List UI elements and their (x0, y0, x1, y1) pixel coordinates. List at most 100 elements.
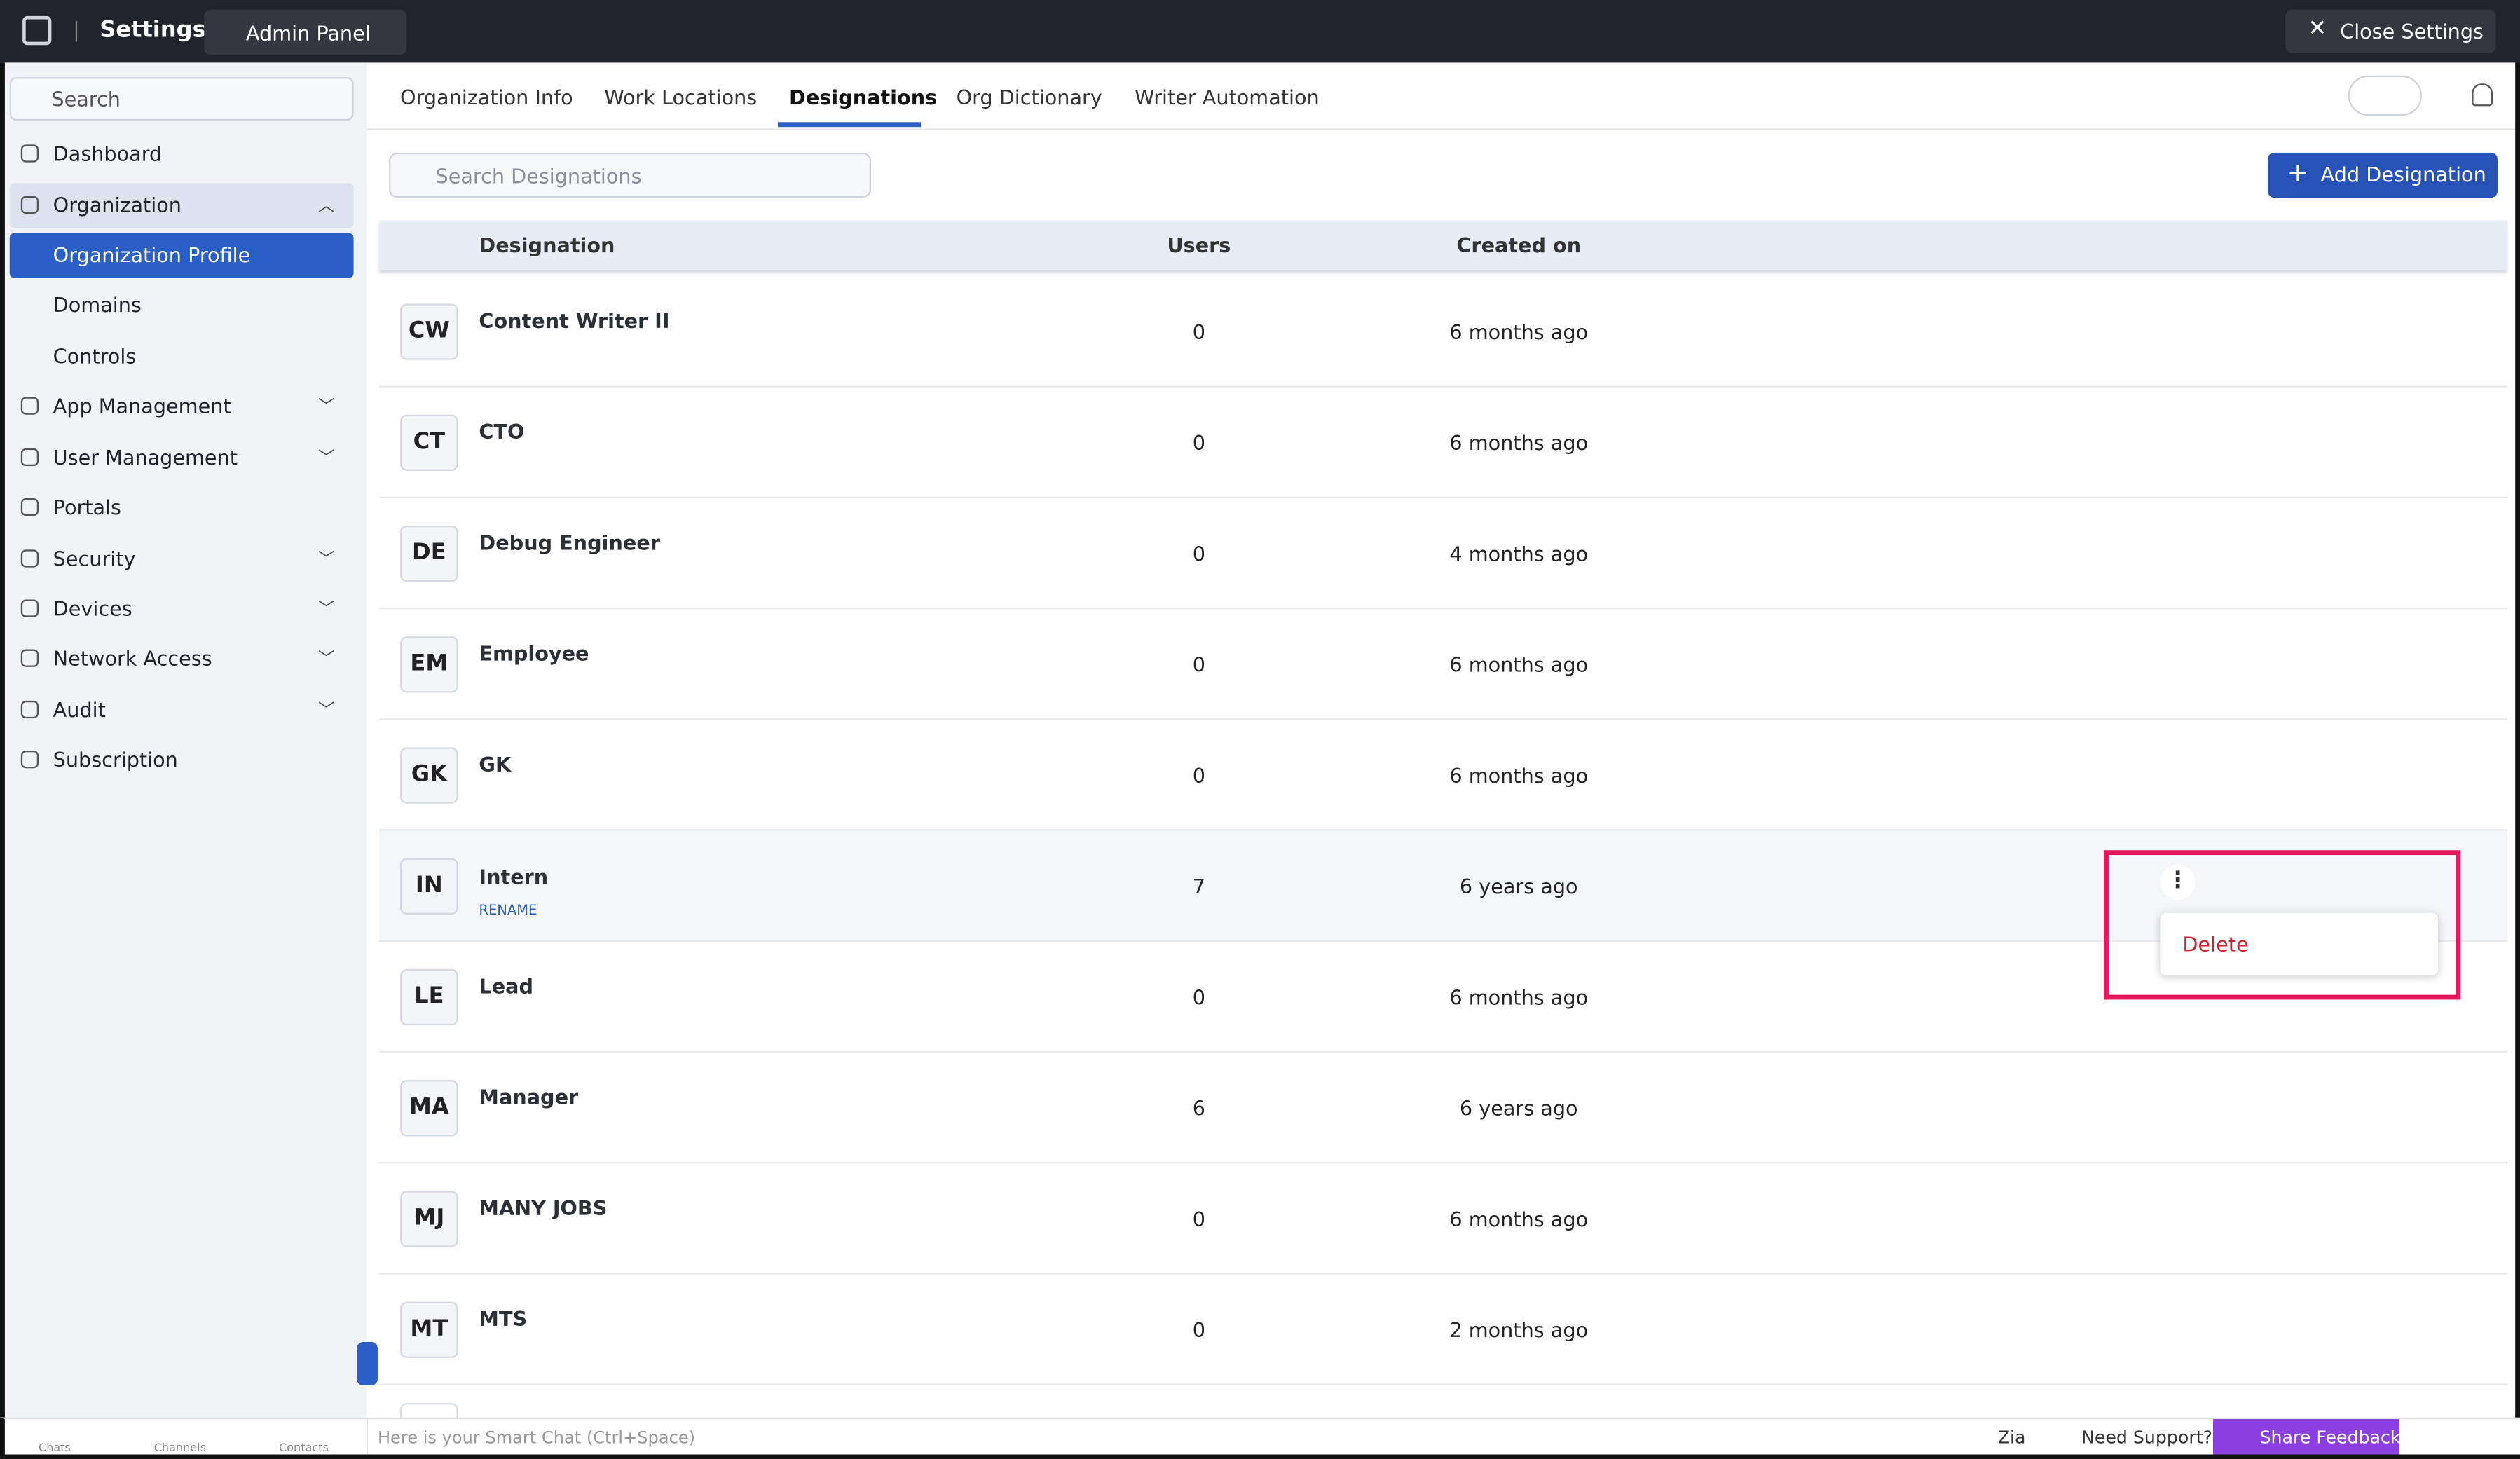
chevron: ﹀ (318, 398, 335, 416)
zia[interactable]: Zia (1997, 1427, 2026, 1448)
designation-name: Debug Engineer (479, 530, 660, 555)
footer-app[interactable]: Contacts (279, 1441, 329, 1455)
tab[interactable]: Org Dictionary (956, 85, 1102, 109)
user-count: 0 (1192, 541, 1205, 566)
footer (0, 1417, 2520, 1459)
created-on: 6 months ago (1449, 430, 1589, 455)
nav-icon (20, 549, 39, 568)
avatar: EM (400, 636, 458, 693)
table-row[interactable]: MA Manager 6 6 years ago (379, 1053, 2507, 1164)
app-title: Settings (100, 18, 206, 43)
top-bar (0, 0, 2520, 63)
nav-item[interactable]: Security (53, 546, 136, 571)
highlight-box (2104, 850, 2461, 1000)
feedback: Share Feedback (2259, 1427, 2401, 1448)
table-row[interactable]: DE Debug Engineer 0 4 months ago (379, 498, 2507, 610)
created-on: 2 months ago (1449, 1317, 1589, 1342)
context-menu: Delete (2160, 912, 2439, 976)
table-row[interactable]: CW Content Writer II 0 6 months ago (379, 276, 2507, 388)
nav-icon (20, 498, 39, 516)
nav-item[interactable]: Organization Profile (53, 242, 251, 267)
avatar: IN (400, 858, 458, 915)
created-on: 6 months ago (1449, 320, 1589, 344)
column-header: Created on (1456, 233, 1582, 257)
smart-chat (366, 1417, 1894, 1459)
add-designation-btn[interactable]: Add Designation + (2267, 152, 2498, 198)
nav-item[interactable]: Devices (53, 596, 132, 621)
nav-item[interactable]: Network Access (53, 645, 212, 671)
created-on: 6 years ago (1459, 1096, 1578, 1121)
nav-group-bg (9, 183, 354, 228)
column-header: Designation (479, 233, 615, 257)
workspace-switch[interactable]: Admin Panel (204, 9, 407, 55)
table-row[interactable]: MT MTS 0 2 months ago (379, 1275, 2507, 1385)
table-row[interactable]: EM Employee 0 6 months ago (379, 609, 2507, 720)
tab[interactable]: Organization Info (400, 85, 573, 109)
nav-item[interactable]: Audit (53, 697, 106, 722)
divider (75, 20, 78, 42)
created-on: 6 months ago (1449, 652, 1589, 677)
nav-item[interactable]: Subscription (53, 747, 178, 772)
delete-option[interactable]: Delete (2182, 932, 2249, 957)
nav-icon (20, 700, 39, 719)
created-on: 6 months ago (1449, 1207, 1589, 1231)
screen-bottom-border (0, 1454, 2520, 1459)
nav-icon (20, 196, 39, 214)
status-toggle[interactable] (2348, 75, 2423, 116)
avatar: LE (400, 968, 458, 1026)
smart-chat-text[interactable]: Here is your Smart Chat (Ctrl+Space) (377, 1428, 696, 1448)
table-row[interactable]: MJ MANY JOBS 0 6 months ago (379, 1163, 2507, 1275)
support[interactable]: Need Support? (2081, 1427, 2213, 1448)
sidebar (0, 62, 367, 1418)
nav-item[interactable]: Dashboard (53, 141, 163, 166)
nav-item[interactable]: App Management (53, 393, 231, 418)
tab[interactable]: Designations (789, 85, 938, 109)
chevron: ﹀ (318, 551, 335, 569)
designation-name: Intern (479, 864, 549, 889)
tabs-divider (366, 128, 2520, 130)
footer-app[interactable]: Channels (153, 1441, 206, 1455)
logo[interactable] (22, 15, 52, 46)
sidebar-search-text: Search (51, 86, 121, 111)
user-count: 0 (1192, 763, 1205, 788)
bell-icon[interactable] (2472, 83, 2493, 107)
nav-item[interactable]: Portals (53, 495, 122, 519)
collapse-toggle[interactable] (357, 1341, 378, 1385)
table-row[interactable]: GK GK 0 6 months ago (379, 720, 2507, 831)
avatar: MJ (400, 1191, 458, 1247)
nav-icon (20, 599, 39, 617)
designation-name: Lead (479, 973, 534, 999)
user-count: 0 (1192, 1207, 1205, 1231)
designation-name: Manager (479, 1085, 579, 1109)
table-row[interactable]: LE Lead 0 6 months ago (379, 942, 2507, 1053)
table-row[interactable]: CT CTO 0 6 months ago (379, 388, 2507, 498)
feedback-btn[interactable] (2213, 1419, 2400, 1459)
nav-active-bg (9, 233, 354, 278)
more-menu-btn[interactable]: ⋮ (2160, 864, 2196, 900)
user-count: 0 (1192, 320, 1205, 344)
nav-item[interactable]: Domains (53, 292, 142, 317)
avatar: DE (400, 525, 458, 582)
designation-search[interactable] (389, 152, 872, 198)
avatar: GK (400, 747, 458, 804)
chevron: ﹀ (318, 601, 335, 619)
sidebar-search[interactable] (9, 77, 354, 121)
workspace-name: Admin Panel (245, 20, 371, 46)
nav-item[interactable]: User Management (53, 445, 238, 470)
avatar: CW (400, 303, 458, 360)
tab[interactable]: Work Locations (604, 85, 758, 109)
nav-item[interactable]: Organization (53, 193, 182, 217)
created-on: 4 months ago (1449, 541, 1589, 566)
nav-icon (20, 649, 39, 667)
created-on: 6 months ago (1449, 985, 1589, 1010)
user-count: 0 (1192, 652, 1205, 677)
table-row[interactable]: IN Intern 7 6 years ago RENAME ⋮ (379, 830, 2507, 942)
table-header (379, 220, 2507, 270)
designation-name: MANY JOBS (479, 1196, 608, 1220)
tab[interactable]: Writer Automation (1135, 85, 1320, 109)
rename-link[interactable]: RENAME (479, 903, 537, 919)
nav-item[interactable]: Controls (53, 343, 137, 369)
close-settings-btn[interactable] (2285, 9, 2496, 53)
footer-app[interactable]: Chats (39, 1441, 71, 1455)
